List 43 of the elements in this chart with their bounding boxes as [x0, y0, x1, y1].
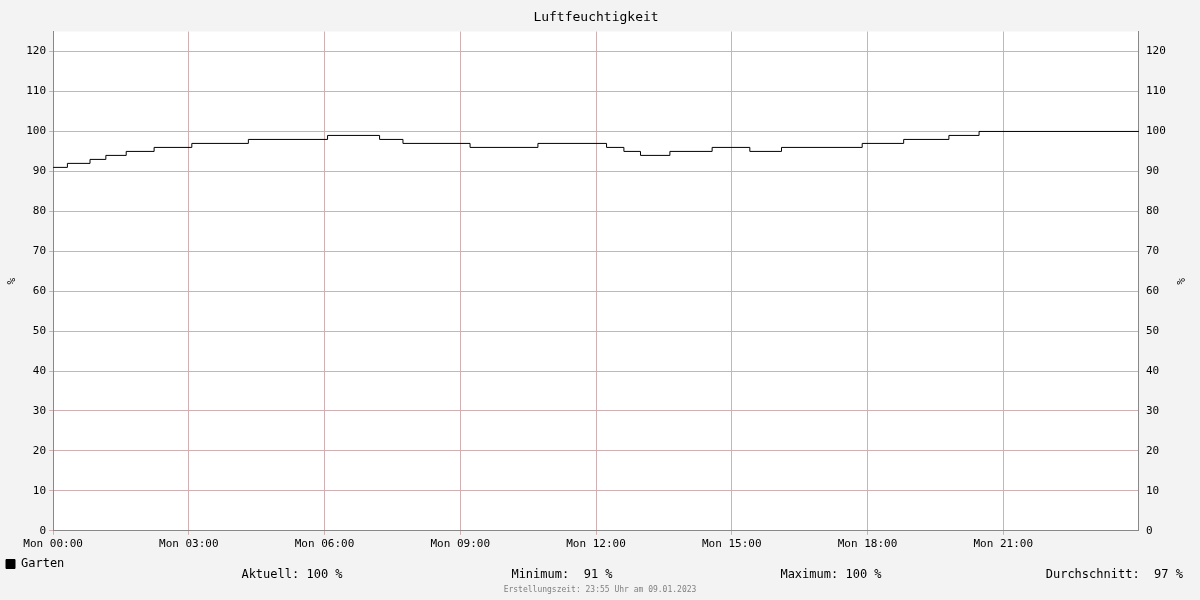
y2-tick-label: 70: [1145, 244, 1160, 258]
y-tick-label: 50: [32, 323, 47, 337]
y2-axis-title: %: [1173, 277, 1187, 285]
y2-tick-label: 20: [1145, 443, 1160, 457]
text: Erstellungszeit: 23:55 Uhr am 09.01.2023: [503, 585, 697, 595]
y2-tick-label: 30: [1145, 403, 1160, 417]
y-tick-label: 100: [26, 124, 47, 138]
text: Durchschnitt: 97 %: [1045, 567, 1184, 582]
x-tick-label: Mon 03:00: [159, 537, 219, 551]
y2-tick-label: 80: [1145, 204, 1160, 218]
y2-tick-label: 50: [1145, 323, 1160, 337]
x-tick-label: Mon 12:00: [566, 537, 626, 551]
x-tick-label: Mon 15:00: [701, 537, 762, 551]
chart-title: Luftfeuchtigkeit: [533, 9, 659, 25]
y-tick-label: 40: [32, 363, 47, 377]
y2-tick-label: 0: [1145, 523, 1153, 537]
y-tick-label: 90: [32, 164, 47, 178]
y-tick-label: 120: [26, 44, 47, 58]
y2-tick-label: 100: [1145, 124, 1166, 138]
y2-tick-label: 120: [1145, 44, 1166, 58]
x-tick-label: Mon 18:00: [837, 537, 898, 551]
y-tick-label: 30: [32, 403, 47, 417]
y-tick-label: 60: [32, 284, 47, 298]
y-tick-label: 10: [32, 483, 47, 497]
y-tick-label: 0: [39, 523, 47, 537]
text: Maximum: 100 %: [780, 567, 883, 582]
x-tick-label: Mon 09:00: [430, 537, 491, 551]
y2-tick-label: 40: [1145, 363, 1160, 377]
y-tick-label: 20: [32, 443, 47, 457]
text: Aktuell: 100 %: [241, 567, 344, 582]
y2-tick-label: 110: [1145, 84, 1166, 98]
y-tick-label: 70: [32, 244, 47, 258]
legend-label: Garten: [21, 556, 65, 571]
y-tick-label: 110: [26, 84, 47, 98]
y2-tick-label: 60: [1145, 284, 1160, 298]
x-tick-label: Mon 06:00: [294, 537, 355, 551]
y2-tick-label: 10: [1145, 483, 1160, 497]
y2-tick-label: 90: [1145, 164, 1160, 178]
text: Minimum: 91 %: [511, 567, 614, 582]
x-tick-label: Mon 00:00: [23, 537, 83, 551]
y-axis-title: %: [5, 277, 19, 285]
y-tick-label: 80: [32, 204, 47, 218]
x-tick-label: Mon 21:00: [973, 537, 1033, 551]
